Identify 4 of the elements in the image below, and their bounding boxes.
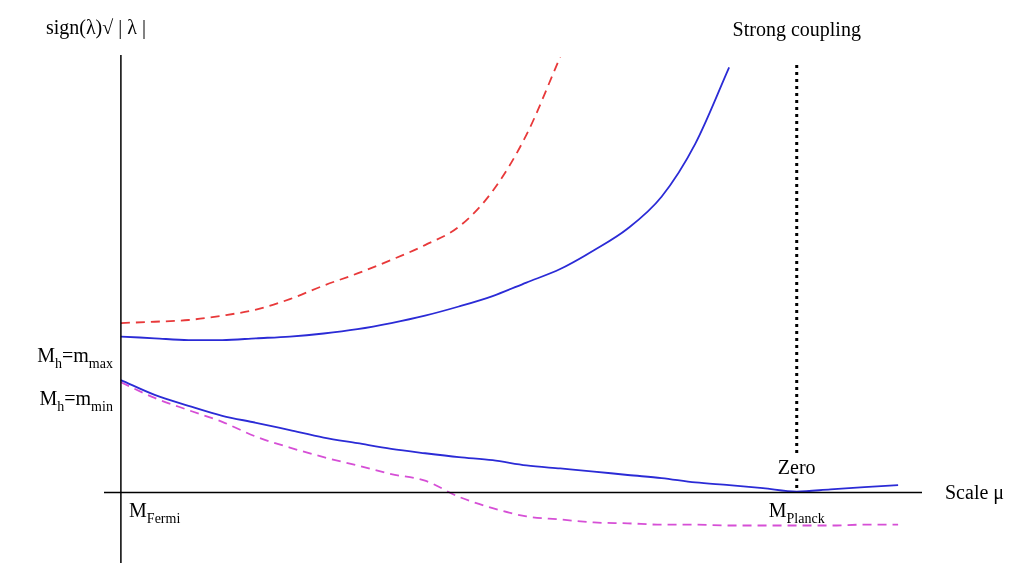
x-axis-title: Scale μ [945, 481, 1005, 505]
ref-line-label: Strong coupling [732, 18, 861, 41]
y-axis-title: sign(λ)√ | λ | [45, 16, 146, 39]
annotation: Zero [777, 456, 816, 479]
